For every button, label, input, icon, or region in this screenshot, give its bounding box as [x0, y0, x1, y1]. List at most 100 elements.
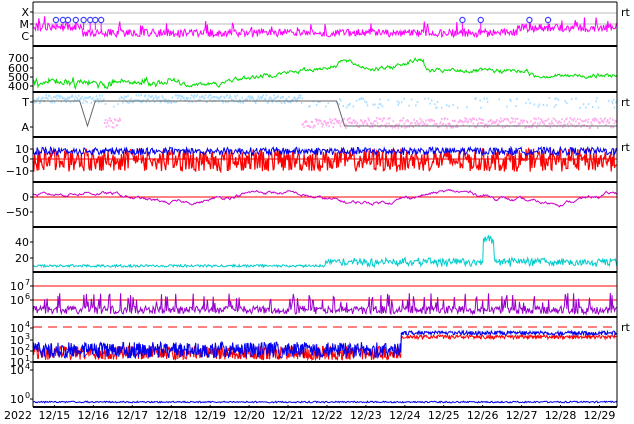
- sector-away-dot: [412, 126, 415, 129]
- sector-toward-dot: [299, 94, 302, 97]
- sector-away-dot: [363, 121, 365, 124]
- sector-away-dot: [105, 125, 108, 128]
- sector-away-dot: [509, 121, 511, 124]
- y-tick-label: −50: [6, 206, 29, 219]
- sector-toward-dot: [97, 98, 99, 101]
- sector-away-dot: [107, 119, 109, 122]
- sector-toward-dot: [256, 98, 259, 101]
- sector-toward-dot: [185, 96, 188, 99]
- series-bt-line: [32, 145, 618, 157]
- sector-away-dot: [342, 118, 345, 121]
- sector-toward-dot: [120, 95, 123, 98]
- x-tick-label: 12/23: [350, 409, 382, 422]
- sector-away-dot: [442, 122, 445, 125]
- sector-away-dot: [403, 122, 405, 125]
- sector-away-dot: [371, 126, 374, 129]
- sector-toward-dot: [40, 98, 43, 101]
- sector-toward-dot: [55, 94, 58, 97]
- sector-away-dot: [603, 118, 606, 121]
- y-tick-label: 10: [10, 334, 24, 347]
- flare-marker: [477, 16, 484, 24]
- sector-away-dot: [384, 124, 386, 127]
- sector-toward-dot: [123, 97, 125, 100]
- sector-away-dot: [601, 119, 603, 122]
- sector-toward-dot: [101, 94, 103, 97]
- sector-toward-dot: [352, 105, 355, 108]
- sector-away-dot: [579, 118, 581, 121]
- sector-toward-dot: [58, 95, 60, 98]
- sector-away-dot: [571, 124, 574, 127]
- sector-toward-dot: [35, 100, 38, 103]
- sector-away-dot: [389, 117, 391, 120]
- sector-toward-dot: [289, 100, 291, 103]
- sector-away-dot: [320, 122, 323, 125]
- sector-away-dot: [302, 123, 304, 126]
- sector-away-dot: [454, 119, 456, 122]
- sector-away-dot: [486, 123, 488, 126]
- sector-toward-dot: [266, 101, 269, 104]
- sector-toward-dot: [132, 101, 134, 104]
- sector-away-dot: [119, 119, 122, 122]
- sector-away-dot: [466, 121, 469, 124]
- y-tick-label: 40: [15, 236, 29, 249]
- sector-away-dot: [417, 124, 420, 127]
- sector-away-dot: [375, 117, 378, 120]
- sector-away-dot: [566, 117, 568, 120]
- sector-away-dot: [382, 117, 385, 120]
- sector-away-dot: [334, 118, 336, 121]
- sector-toward-dot: [214, 96, 216, 99]
- sector-trace: [33, 100, 617, 128]
- sector-toward-dot: [168, 99, 170, 102]
- sector-toward-dot: [345, 106, 348, 109]
- x-tick-label: 12/28: [545, 409, 577, 422]
- sector-away-dot: [510, 121, 512, 124]
- sector-away-dot: [336, 119, 339, 122]
- sector-away-dot: [398, 123, 400, 126]
- y-tick-exponent: 4: [25, 362, 30, 371]
- sector-away-dot: [366, 123, 369, 126]
- sector-away-dot: [596, 119, 598, 122]
- sector-toward-dot: [372, 103, 375, 106]
- sector-away-dot: [544, 119, 546, 122]
- sector-away-dot: [512, 118, 515, 121]
- sector-toward-dot: [201, 95, 204, 98]
- sector-toward-dot: [274, 97, 277, 100]
- sector-toward-dot: [69, 101, 72, 104]
- sector-toward-dot: [131, 100, 133, 103]
- sector-away-dot: [541, 119, 543, 122]
- sector-away-dot: [440, 117, 443, 120]
- sector-away-dot: [410, 121, 413, 124]
- sector-toward-dot: [76, 97, 78, 100]
- sector-toward-dot: [150, 95, 153, 98]
- sector-away-dot: [113, 126, 115, 129]
- sector-toward-dot: [339, 97, 341, 100]
- y-tick-label: X: [21, 6, 29, 19]
- sector-away-dot: [523, 119, 526, 122]
- sector-away-dot: [449, 123, 451, 126]
- sector-toward-dot: [92, 96, 94, 99]
- sector-toward-dot: [498, 98, 501, 101]
- flare-marker: [72, 16, 80, 24]
- sector-toward-dot: [556, 97, 558, 100]
- sector-toward-dot: [37, 98, 39, 101]
- sector-toward-dot: [283, 101, 285, 104]
- panel-imf_components: 100−10 rt: [6, 137, 631, 183]
- y-tick-exponent: 7: [25, 278, 30, 287]
- sector-away-dot: [361, 121, 364, 124]
- sector-away-dot: [539, 121, 541, 124]
- sector-away-dot: [373, 120, 375, 123]
- x-start-label: 2022: [4, 409, 32, 422]
- sector-away-dot: [526, 121, 529, 124]
- sector-toward-dot: [486, 100, 489, 103]
- sector-toward-dot: [189, 97, 192, 100]
- y-tick-label: T: [21, 96, 29, 109]
- sector-toward-dot: [270, 98, 273, 101]
- y-tick-label: 700: [8, 52, 29, 65]
- sector-toward-dot: [355, 99, 358, 102]
- sector-away-dot: [598, 122, 601, 125]
- sector-toward-dot: [63, 99, 66, 102]
- sector-away-dot: [589, 126, 591, 129]
- sector-toward-dot: [74, 95, 77, 98]
